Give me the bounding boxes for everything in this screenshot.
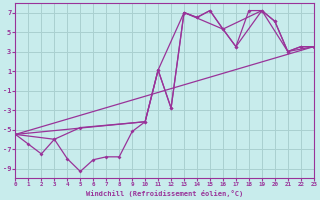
X-axis label: Windchill (Refroidissement éolien,°C): Windchill (Refroidissement éolien,°C)	[86, 190, 243, 197]
